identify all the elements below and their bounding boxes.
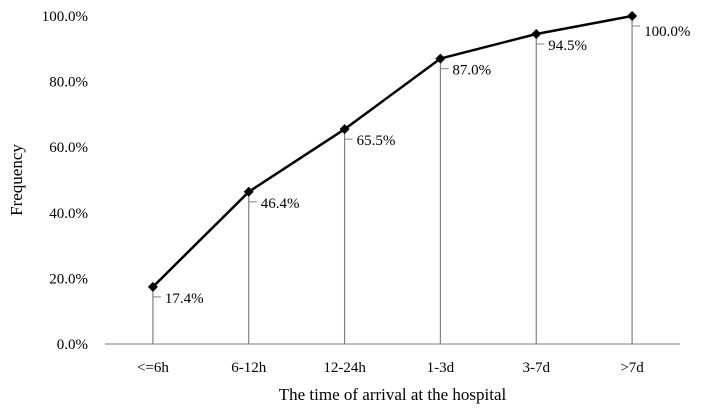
x-tick-label: 1-3d — [427, 360, 455, 376]
data-label: 87.0% — [452, 63, 491, 79]
x-tick-label: >7d — [620, 360, 644, 376]
data-point-marker — [339, 124, 350, 135]
y-tick-label: 0.0% — [57, 337, 88, 353]
y-tick-label: 80.0% — [49, 75, 88, 91]
x-axis-title: The time of arrival at the hospital — [279, 385, 507, 404]
data-label: 65.5% — [357, 133, 396, 149]
series-line — [152, 14, 633, 288]
x-tick-label: 6-12h — [231, 360, 266, 376]
data-markers — [147, 11, 638, 292]
x-tick-label: <=6h — [137, 360, 169, 376]
drop-lines — [152, 16, 633, 344]
data-labels: 17.4% 46.4% 65.5% 87.0% 94.5% 100.0% — [152, 24, 690, 307]
data-label: 100.0% — [644, 24, 690, 40]
x-tick-label: 12-24h — [323, 360, 366, 376]
y-axis-title: Frequency — [7, 144, 26, 216]
data-label: 46.4% — [261, 196, 300, 212]
data-label: 94.5% — [548, 38, 587, 54]
y-tick-label: 40.0% — [49, 206, 88, 222]
data-point-marker — [531, 29, 542, 40]
data-point-marker — [627, 11, 638, 21]
data-point-marker — [147, 281, 158, 292]
x-axis-ticks: <=6h 6-12h 12-24h 1-3d 3-7d >7d — [137, 360, 644, 376]
data-point-marker — [435, 53, 446, 64]
y-tick-label: 20.0% — [49, 271, 88, 287]
x-tick-label: 3-7d — [523, 360, 551, 376]
y-tick-label: 100.0% — [42, 9, 88, 25]
data-label: 17.4% — [165, 291, 204, 307]
data-point-marker — [243, 186, 254, 197]
y-tick-label: 60.0% — [49, 140, 88, 156]
y-axis-ticks: 0.0% 20.0% 40.0% 60.0% 80.0% 100.0% — [42, 9, 88, 353]
